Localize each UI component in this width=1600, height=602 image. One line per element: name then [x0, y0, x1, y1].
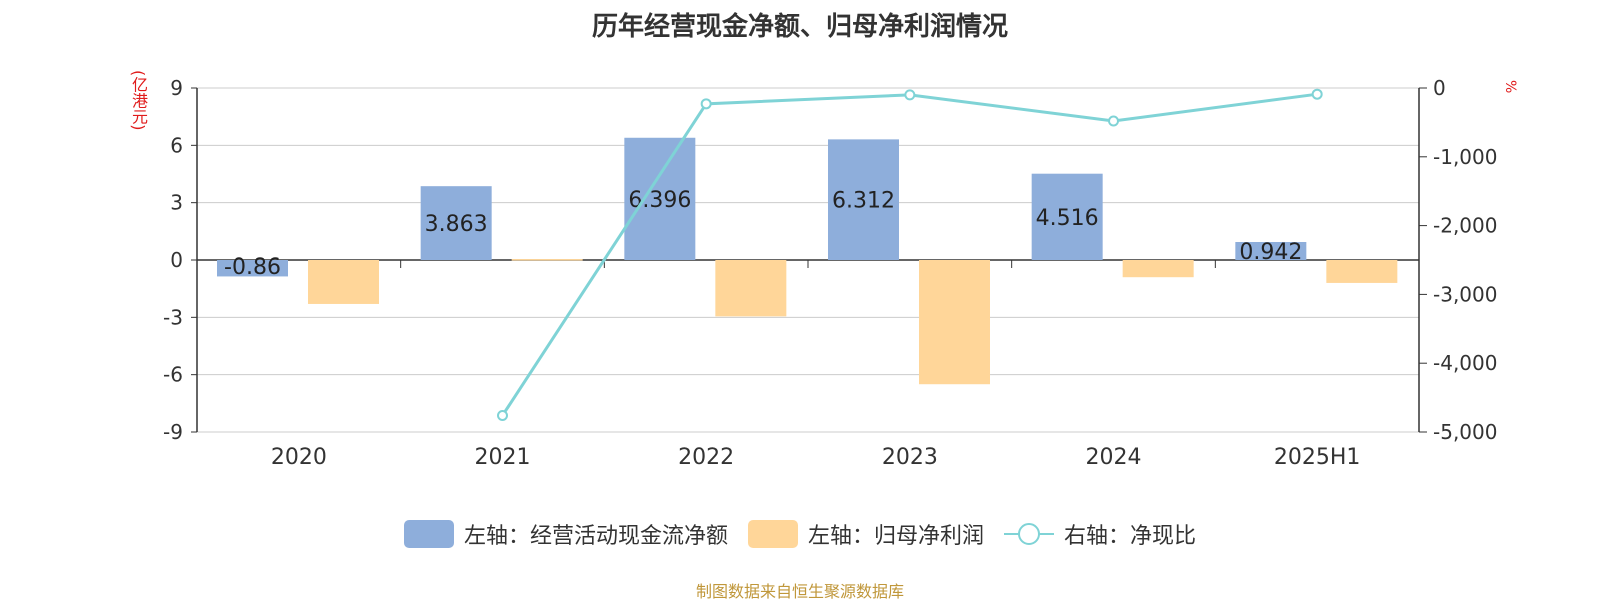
left-tick-label: 6 — [170, 133, 183, 157]
left-tick-label: -6 — [163, 363, 183, 387]
bar-cashflow — [624, 137, 696, 260]
chart-title: 历年经营现金净额、归母净利润情况 — [591, 12, 1008, 42]
left-tick-label: -9 — [163, 420, 183, 444]
right-tick-label: 0 — [1433, 76, 1446, 100]
legend-swatch-cash-ratio — [1004, 523, 1054, 545]
legend-label-cashflow: 左轴：经营活动现金流净额 — [463, 524, 728, 549]
legend-swatch-cashflow — [403, 520, 454, 548]
category-label: 2023 — [882, 445, 938, 470]
bar-cashflow — [828, 139, 899, 260]
left-tick-label: 0 — [170, 248, 183, 272]
right-tick-label: -2,000 — [1433, 214, 1497, 238]
bar-net-profit — [1122, 260, 1194, 278]
right-tick-label: -1,000 — [1433, 145, 1497, 169]
bar-net-profit — [308, 260, 379, 304]
line-point-cash-ratio — [904, 89, 916, 101]
category-label: 2021 — [475, 445, 531, 470]
bar-cashflow — [420, 186, 492, 260]
legend-label-net-profit: 左轴：归母净利润 — [807, 524, 984, 549]
left-tick-label: 3 — [170, 191, 183, 215]
bar-value-label: 3.863 — [425, 212, 488, 237]
legend: 左轴：经营活动现金流净额 左轴：归母净利润 右轴：净现比 — [0, 518, 1600, 550]
source-note: 制图数据来自恒生聚源数据库 — [695, 582, 904, 601]
right-tick-label: -5,000 — [1433, 420, 1497, 444]
bar-value-label: 6.312 — [832, 189, 895, 214]
left-tick-label: -3 — [163, 305, 183, 329]
bar-net-profit — [715, 260, 787, 317]
line-point-cash-ratio — [1311, 88, 1323, 100]
left-axis-unit: (亿港元) — [129, 70, 148, 131]
category-label: 2020 — [271, 445, 327, 470]
bar-cashflow — [1031, 173, 1103, 260]
right-tick-label: -3,000 — [1433, 282, 1497, 306]
legend-label-cash-ratio: 右轴：净现比 — [1064, 524, 1197, 549]
category-label: 2025H1 — [1274, 445, 1361, 470]
bar-net-profit — [1326, 260, 1398, 283]
legend-item-net-profit[interactable]: 左轴：归母净利润 — [747, 518, 984, 550]
line-point-cash-ratio — [700, 98, 712, 110]
right-tick-label: -4,000 — [1433, 351, 1497, 375]
left-tick-label: 9 — [170, 76, 183, 100]
bar-cashflow — [1235, 241, 1307, 260]
category-label: 2024 — [1086, 445, 1142, 470]
bar-value-label: 4.516 — [1036, 206, 1099, 231]
line-point-cash-ratio — [497, 409, 508, 421]
bar-value-label: 0.942 — [1239, 240, 1302, 265]
bar-cashflow — [217, 260, 288, 277]
legend-item-cash-ratio[interactable]: 右轴：净现比 — [1004, 518, 1196, 550]
category-label: 2022 — [678, 445, 734, 470]
bar-net-profit — [919, 260, 990, 385]
legend-swatch-net-profit — [747, 520, 798, 548]
legend-item-cashflow[interactable]: 左轴：经营活动现金流净额 — [403, 518, 728, 550]
line-point-cash-ratio — [1108, 115, 1119, 127]
bar-net-profit — [511, 259, 583, 261]
bar-value-label: -0.86 — [224, 255, 281, 280]
